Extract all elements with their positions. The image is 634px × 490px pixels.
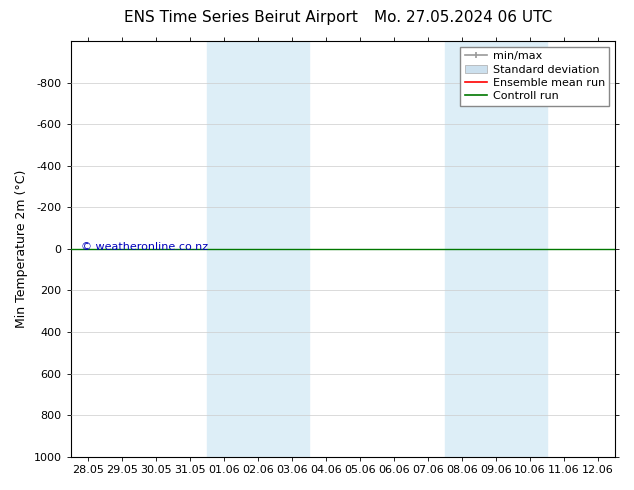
Text: Mo. 27.05.2024 06 UTC: Mo. 27.05.2024 06 UTC	[373, 10, 552, 25]
Y-axis label: Min Temperature 2m (°C): Min Temperature 2m (°C)	[15, 170, 28, 328]
Text: © weatheronline.co.nz: © weatheronline.co.nz	[81, 242, 209, 252]
Legend: min/max, Standard deviation, Ensemble mean run, Controll run: min/max, Standard deviation, Ensemble me…	[460, 47, 609, 106]
Text: ENS Time Series Beirut Airport: ENS Time Series Beirut Airport	[124, 10, 358, 25]
Bar	[445, 41, 547, 457]
Bar	[207, 41, 309, 457]
